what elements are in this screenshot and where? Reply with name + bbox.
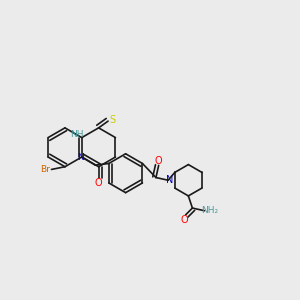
Text: N: N — [77, 152, 84, 161]
Text: NH: NH — [70, 130, 84, 140]
Text: NH₂: NH₂ — [201, 206, 218, 215]
Text: O: O — [95, 178, 102, 188]
Text: S: S — [109, 115, 115, 125]
Text: Br: Br — [40, 165, 50, 174]
Text: O: O — [155, 155, 163, 166]
Text: N: N — [166, 175, 173, 185]
Text: O: O — [181, 215, 188, 225]
